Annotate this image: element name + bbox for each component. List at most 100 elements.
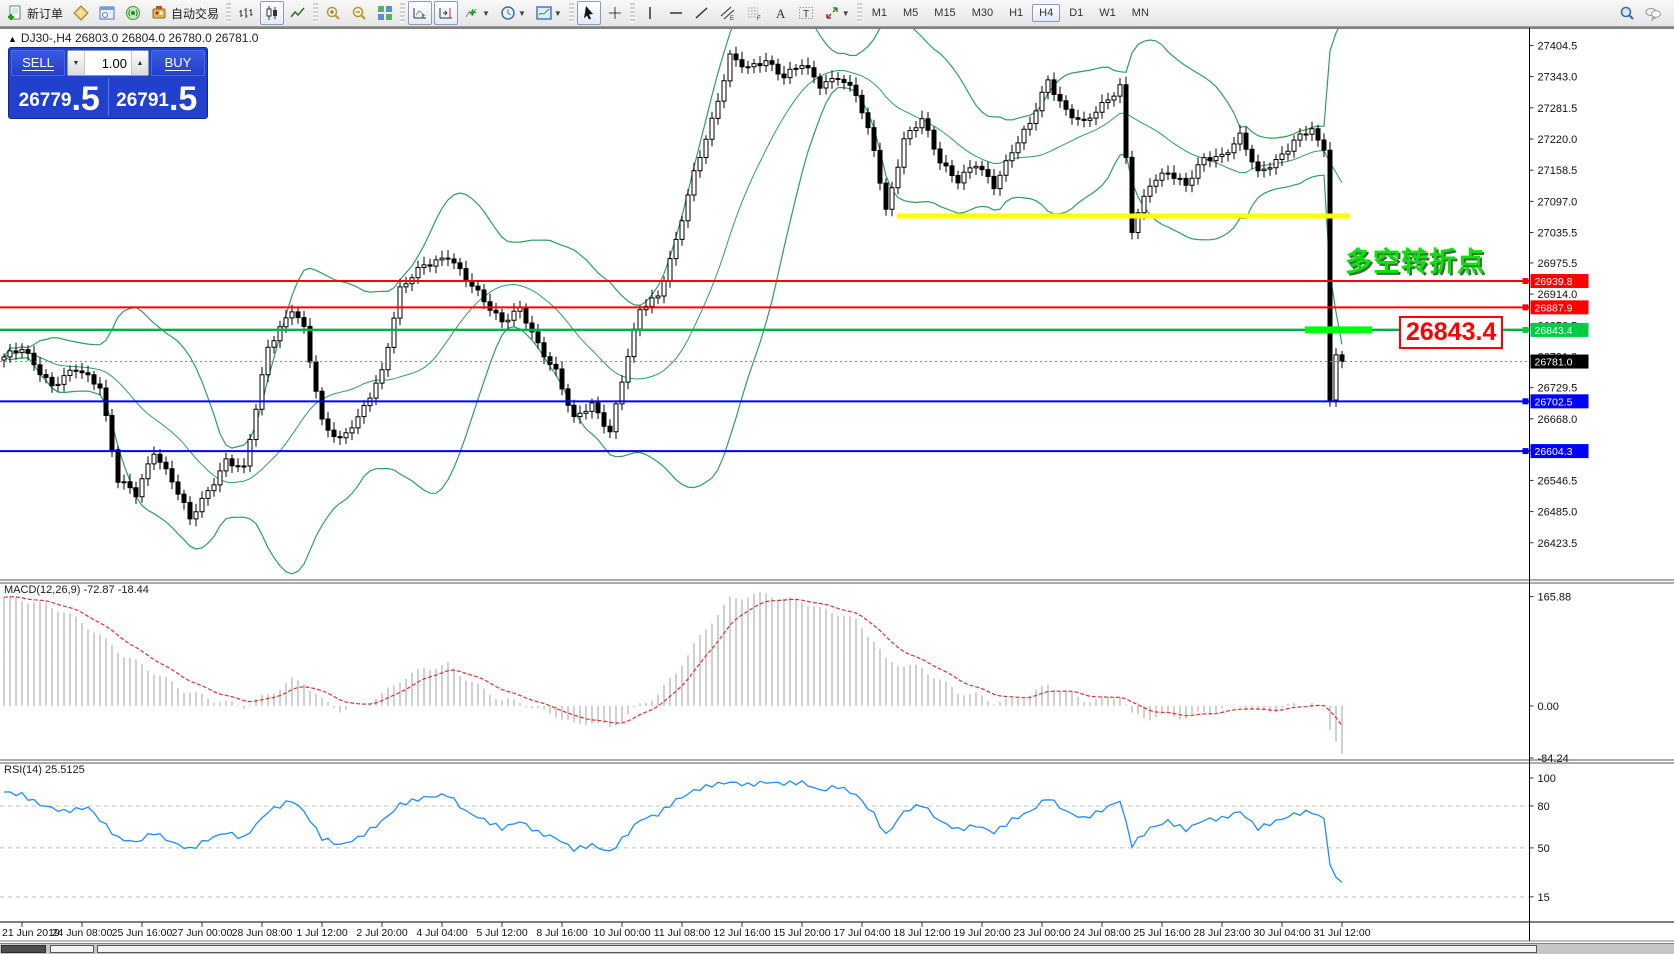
arrows-icon [826,7,838,19]
timeframe-h4-button[interactable]: H4 [1032,4,1061,22]
autotrading-button[interactable]: 自动交易 [147,1,223,25]
volume-increase-button[interactable]: ▲ [131,51,148,75]
candles-layer [1,46,1345,527]
buy-price[interactable]: 26791.5 [108,78,205,116]
chart-tab[interactable] [50,945,94,953]
time-tick-label: 4 Jul 04:00 [416,927,468,939]
time-tick-label: 8 Jul 16:00 [536,927,588,939]
price-tick-label: 26423.5 [1538,538,1578,550]
text-label-button[interactable]: T [794,1,818,25]
cursor-button[interactable] [576,1,601,25]
chart-tab[interactable] [1,945,46,953]
candles-icon [266,6,278,20]
line-anchor-marker [1522,278,1529,285]
price-tick-label: 27281.5 [1538,103,1578,115]
vertical-line-button[interactable] [638,1,662,25]
macd-tick-label: 165.88 [1538,592,1572,604]
price-tick-label: 26485.0 [1538,507,1578,519]
zoom-out-button[interactable] [347,1,371,25]
community-button[interactable] [1641,1,1665,25]
timeframe-mn-button[interactable]: MN [1131,7,1149,19]
templates-button[interactable]: ▼ [532,1,566,25]
price-tick-label: 27343.0 [1538,72,1578,84]
time-tick-label: 17 Jul 04:00 [833,927,890,939]
signal-icon [126,6,141,20]
arrows-button[interactable]: ▼ [820,1,854,25]
chartshift-icon [439,8,453,19]
timeframe-m15-button[interactable]: M15 [934,7,956,19]
templates-icon [536,6,552,20]
new-order-button[interactable]: 新订单 [3,1,67,25]
rsi-pane: 100 80 50 15 [0,773,1556,904]
chat-icon [1645,7,1661,21]
price-tick-label: 27404.5 [1538,40,1578,52]
toolbar-separator [226,3,232,23]
bull-candles [1,53,1339,520]
rsi-tick-label: 50 [1538,843,1550,855]
signals-button[interactable] [121,1,145,25]
bar-chart-button[interactable] [234,1,258,25]
zoom-in-button[interactable] [321,1,345,25]
price-tick-label: 26729.5 [1538,383,1578,395]
time-tick-label: 23 Jul 00:00 [1013,927,1070,939]
crosshair-button[interactable] [603,1,627,25]
time-tick-label: 21 Jun 2019 [2,927,60,939]
timeframe-m5-button[interactable]: M5 [903,7,919,19]
buy-button[interactable]: BUY [151,50,205,76]
tile-icon [378,6,393,20]
periods-button[interactable]: ▼ [496,1,530,25]
chart-shift-button[interactable] [434,1,459,25]
toolbar-separator [313,3,319,23]
time-tick-label: 2 Jul 20:00 [356,927,408,939]
main-toolbar: 新订单 自动交易 ▼ ▼ ▼ E F A T ▼ M1 M5 M15 M30 H1 H4 D1 W1 MN [0,0,1674,27]
price-tick-label: 26546.5 [1538,475,1578,487]
trendline-button[interactable] [690,1,714,25]
macd-tick-label: -84.24 [1538,753,1569,765]
timeframe-d1-button[interactable]: D1 [1069,7,1084,19]
svg-text:F: F [757,16,761,21]
sell-button[interactable]: SELL [11,50,65,76]
auto-scroll-button[interactable] [408,1,433,25]
rsi-tick-label: 100 [1538,773,1556,785]
line-chart-button[interactable] [286,1,310,25]
fibonacci-button[interactable]: F [742,1,766,25]
price-tag-label: 26843.4 [1535,325,1573,337]
chart-tab[interactable] [97,945,1537,953]
time-tick-label: 24 Jul 08:00 [1073,927,1130,939]
tile-windows-button[interactable] [373,1,397,25]
text-button[interactable]: A [768,1,792,25]
timeframe-m30-button[interactable]: M30 [971,7,994,19]
indicators-button[interactable]: ▼ [460,1,494,25]
bars-icon [239,8,253,18]
timeframe-m1-button[interactable]: M1 [871,7,887,19]
turning-point-annotation: 多空转折点 [1345,247,1485,277]
time-tick-label: 28 Jul 23:00 [1193,927,1250,939]
line-anchor-marker [1522,448,1529,455]
horizontal-line-button[interactable] [664,1,688,25]
toolbar-separator [568,3,574,23]
volume-input[interactable] [85,51,131,75]
collapse-triangle-icon[interactable]: ▲ [8,34,17,44]
new-order-icon [8,5,21,20]
bollinger-bands [3,29,1343,575]
timeframe-w1-button[interactable]: W1 [1099,7,1116,19]
search-button[interactable] [1615,1,1639,25]
rsi-tick-label: 15 [1538,892,1550,904]
price-tag [1530,300,1589,315]
sell-price[interactable]: 26779.5 [11,78,109,116]
bollinger-lower [3,86,1343,575]
volume-decrease-button[interactable]: ▼ [68,51,85,75]
candlestick-button[interactable] [260,1,285,25]
new-chart-button[interactable] [69,1,93,25]
label-t-icon: T [798,7,813,20]
autotrading-icon [152,6,166,19]
time-tick-label: 11 Jul 08:00 [654,927,711,939]
price-tick-label: 27035.5 [1538,228,1578,240]
price-tag [1530,394,1589,409]
profiles-button[interactable] [95,1,119,25]
equidistant-channel-button[interactable]: E [716,1,740,25]
timeframe-h1-button[interactable]: H1 [1009,7,1024,19]
price-tick-label: 27220.0 [1538,134,1578,146]
